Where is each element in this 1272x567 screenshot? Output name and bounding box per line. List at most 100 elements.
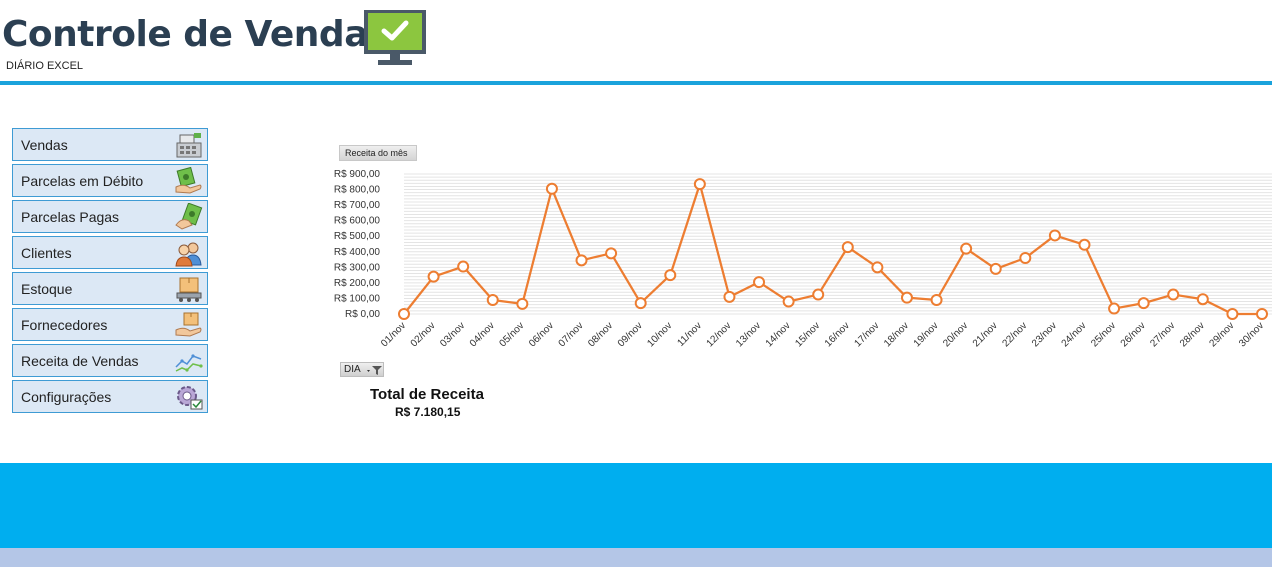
data-point xyxy=(1196,293,1209,306)
x-tick-label: 13/nov xyxy=(734,320,763,349)
x-tick-label: 17/nov xyxy=(852,320,881,349)
data-point xyxy=(1137,297,1150,310)
customers-icon xyxy=(173,238,205,268)
menu-item-label: Parcelas Pagas xyxy=(21,208,120,225)
box-hand-icon xyxy=(173,310,205,340)
menu-configuracoes-button[interactable]: Configurações xyxy=(12,380,208,413)
x-tick-label: 26/nov xyxy=(1119,320,1148,349)
y-tick-label: R$ 800,00 xyxy=(334,185,381,196)
app-title: Controle de Vendas xyxy=(2,14,389,55)
menu-item-label: Vendas xyxy=(21,136,68,153)
gear-icon xyxy=(173,382,205,412)
line-trend-icon xyxy=(173,346,205,376)
box-conveyor-icon xyxy=(173,274,205,304)
day-filter-button[interactable]: DIA xyxy=(340,362,384,377)
money-hand-icon xyxy=(173,166,205,196)
data-point xyxy=(427,270,440,283)
x-tick-label: 06/nov xyxy=(527,320,556,349)
y-tick-label: R$ 300,00 xyxy=(334,262,381,273)
x-tick-label: 03/nov xyxy=(438,320,467,349)
menu-item-label: Receita de Vendas xyxy=(21,352,139,369)
y-tick-label: R$ 500,00 xyxy=(334,231,381,242)
x-tick-label: 14/nov xyxy=(764,320,793,349)
x-tick-label: 09/nov xyxy=(616,320,645,349)
data-point xyxy=(1078,238,1091,251)
menu-vendas-button[interactable]: Vendas xyxy=(12,128,208,161)
y-tick-label: R$ 700,00 xyxy=(334,200,381,211)
data-point xyxy=(1167,288,1180,301)
menu-item-label: Parcelas em Débito xyxy=(21,172,144,189)
data-point xyxy=(457,260,470,273)
data-point xyxy=(930,294,943,306)
header-divider xyxy=(0,81,1272,85)
x-tick-label: 22/nov xyxy=(1000,320,1029,349)
data-point xyxy=(960,242,973,255)
data-point xyxy=(1019,252,1032,264)
main-menu: Vendas Parcelas em Débito Parcelas Pagas… xyxy=(12,128,208,416)
x-tick-label: 07/nov xyxy=(557,320,586,349)
x-tick-label: 02/nov xyxy=(409,320,438,349)
x-tick-label: 24/nov xyxy=(1060,320,1089,349)
data-point xyxy=(1108,302,1121,315)
total-revenue-value: R$ 7.180,15 xyxy=(395,405,461,419)
data-point xyxy=(486,294,499,306)
data-point xyxy=(723,290,736,303)
menu-receita-vendas-button[interactable]: Receita de Vendas xyxy=(12,344,208,377)
header: Controle de Vendas DIÁRIO EXCEL xyxy=(0,0,1272,86)
x-tick-label: 10/nov xyxy=(645,320,674,349)
menu-item-label: Clientes xyxy=(21,244,72,261)
cash-register-icon xyxy=(173,130,205,160)
x-tick-label: 29/nov xyxy=(1208,320,1237,349)
menu-fornecedores-button[interactable]: Fornecedores xyxy=(12,308,208,341)
data-point xyxy=(989,262,1002,275)
y-tick-label: R$ 0,00 xyxy=(345,309,380,320)
x-tick-label: 19/nov xyxy=(912,320,941,349)
day-filter-label: DIA xyxy=(344,364,361,375)
data-point xyxy=(782,295,795,308)
data-point xyxy=(516,297,529,310)
data-point xyxy=(693,178,706,191)
x-tick-label: 15/nov xyxy=(793,320,822,349)
menu-item-label: Fornecedores xyxy=(21,316,108,333)
menu-parcelas-debito-button[interactable]: Parcelas em Débito xyxy=(12,164,208,197)
data-point xyxy=(812,288,825,301)
x-tick-label: 01/nov xyxy=(379,320,408,349)
x-tick-label: 20/nov xyxy=(941,320,970,349)
monitor-check-icon xyxy=(362,8,428,73)
total-revenue-label: Total de Receita xyxy=(370,386,484,403)
revenue-chart: Receita do mês R$ 0,00 R$ 100,00 R$ 200,00… xyxy=(334,140,1272,380)
data-point xyxy=(605,247,618,260)
x-tick-label: 30/nov xyxy=(1237,320,1266,349)
filter-icon xyxy=(367,365,383,380)
x-tick-label: 11/nov xyxy=(675,320,703,348)
y-tick-label: R$ 400,00 xyxy=(334,247,381,258)
x-tick-label: 28/nov xyxy=(1178,320,1207,349)
menu-parcelas-pagas-button[interactable]: Parcelas Pagas xyxy=(12,200,208,233)
data-point xyxy=(1226,308,1239,320)
menu-item-label: Configurações xyxy=(21,388,112,405)
menu-estoque-button[interactable]: Estoque xyxy=(12,272,208,305)
x-tick-label: 27/nov xyxy=(1148,320,1177,349)
x-tick-label: 05/nov xyxy=(497,320,526,349)
footer-band xyxy=(0,463,1272,548)
data-point xyxy=(871,261,884,274)
y-tick-label: R$ 900,00 xyxy=(334,169,381,180)
revenue-line-chart: R$ 0,00 R$ 100,00 R$ 200,00 R$ 300,00 R$ 400… xyxy=(334,169,1272,349)
data-point xyxy=(841,241,854,254)
data-point xyxy=(398,308,410,320)
x-tick-label: 16/nov xyxy=(823,320,852,349)
x-tick-label: 12/nov xyxy=(705,320,734,349)
y-tick-label: R$ 200,00 xyxy=(334,278,381,289)
app-subtitle: DIÁRIO EXCEL xyxy=(6,60,84,72)
data-point xyxy=(1048,229,1061,242)
menu-item-label: Estoque xyxy=(21,280,73,297)
data-point xyxy=(545,182,558,195)
x-tick-label: 23/nov xyxy=(1030,320,1059,349)
menu-clientes-button[interactable]: Clientes xyxy=(12,236,208,269)
data-point xyxy=(664,269,677,282)
x-tick-label: 21/nov xyxy=(971,320,1000,349)
data-point xyxy=(753,276,766,289)
data-point xyxy=(900,291,913,304)
chart-field-button[interactable]: Receita do mês xyxy=(339,145,417,161)
data-point xyxy=(634,297,647,310)
